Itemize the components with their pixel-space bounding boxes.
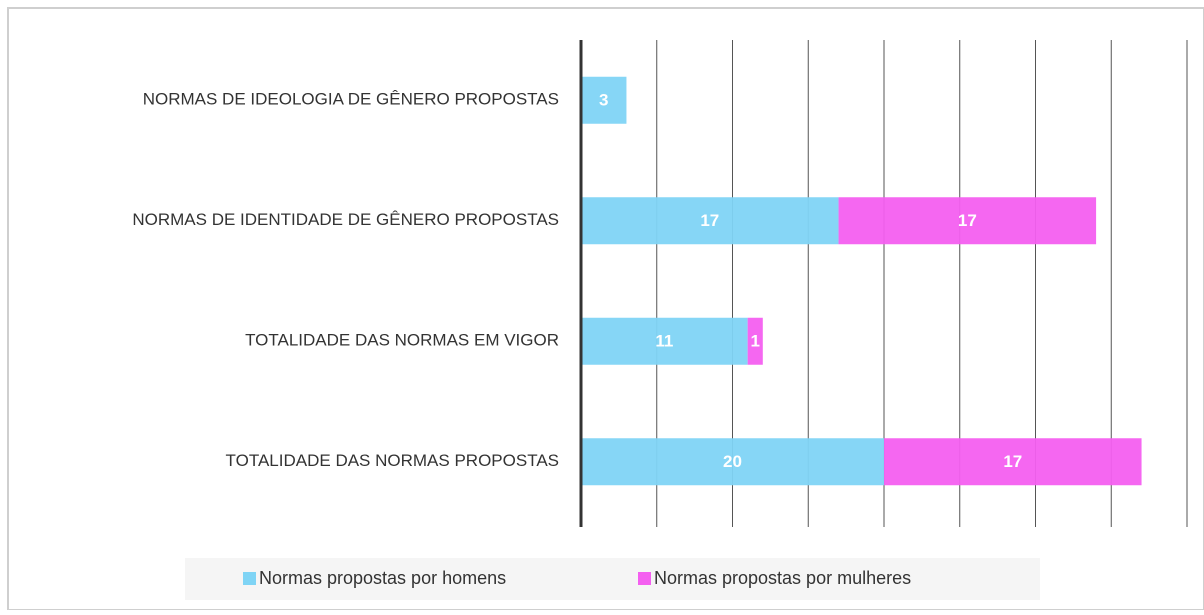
- category-label: TOTALIDADE DAS NORMAS PROPOSTAS: [226, 451, 559, 470]
- bar-segment: [581, 197, 839, 245]
- data-label: 1: [750, 332, 759, 351]
- data-label: 11: [655, 332, 673, 351]
- data-label: 3: [599, 91, 608, 110]
- category-label: TOTALIDADE DAS NORMAS EM VIGOR: [245, 331, 559, 350]
- data-label: 17: [1003, 452, 1022, 471]
- data-label: 20: [723, 452, 742, 471]
- bar-segment: [884, 438, 1142, 486]
- legend-box: [185, 558, 1040, 600]
- legend-label: Normas propostas por homens: [259, 568, 506, 588]
- category-label: NORMAS DE IDEOLOGIA DE GÊNERO PROPOSTAS: [143, 90, 559, 109]
- bar-segment: [838, 197, 1097, 245]
- bar-segment: [581, 438, 884, 486]
- category-label: NORMAS DE IDENTIDADE DE GÊNERO PROPOSTAS: [132, 210, 559, 229]
- legend-swatch: [638, 572, 651, 585]
- data-label: 17: [958, 211, 977, 230]
- bar-segment: [581, 317, 748, 365]
- legend-label: Normas propostas por mulheres: [654, 568, 911, 588]
- bar-segment: [581, 76, 627, 124]
- bar-segment: [747, 317, 763, 365]
- legend-swatch: [243, 572, 256, 585]
- data-label: 17: [700, 211, 719, 230]
